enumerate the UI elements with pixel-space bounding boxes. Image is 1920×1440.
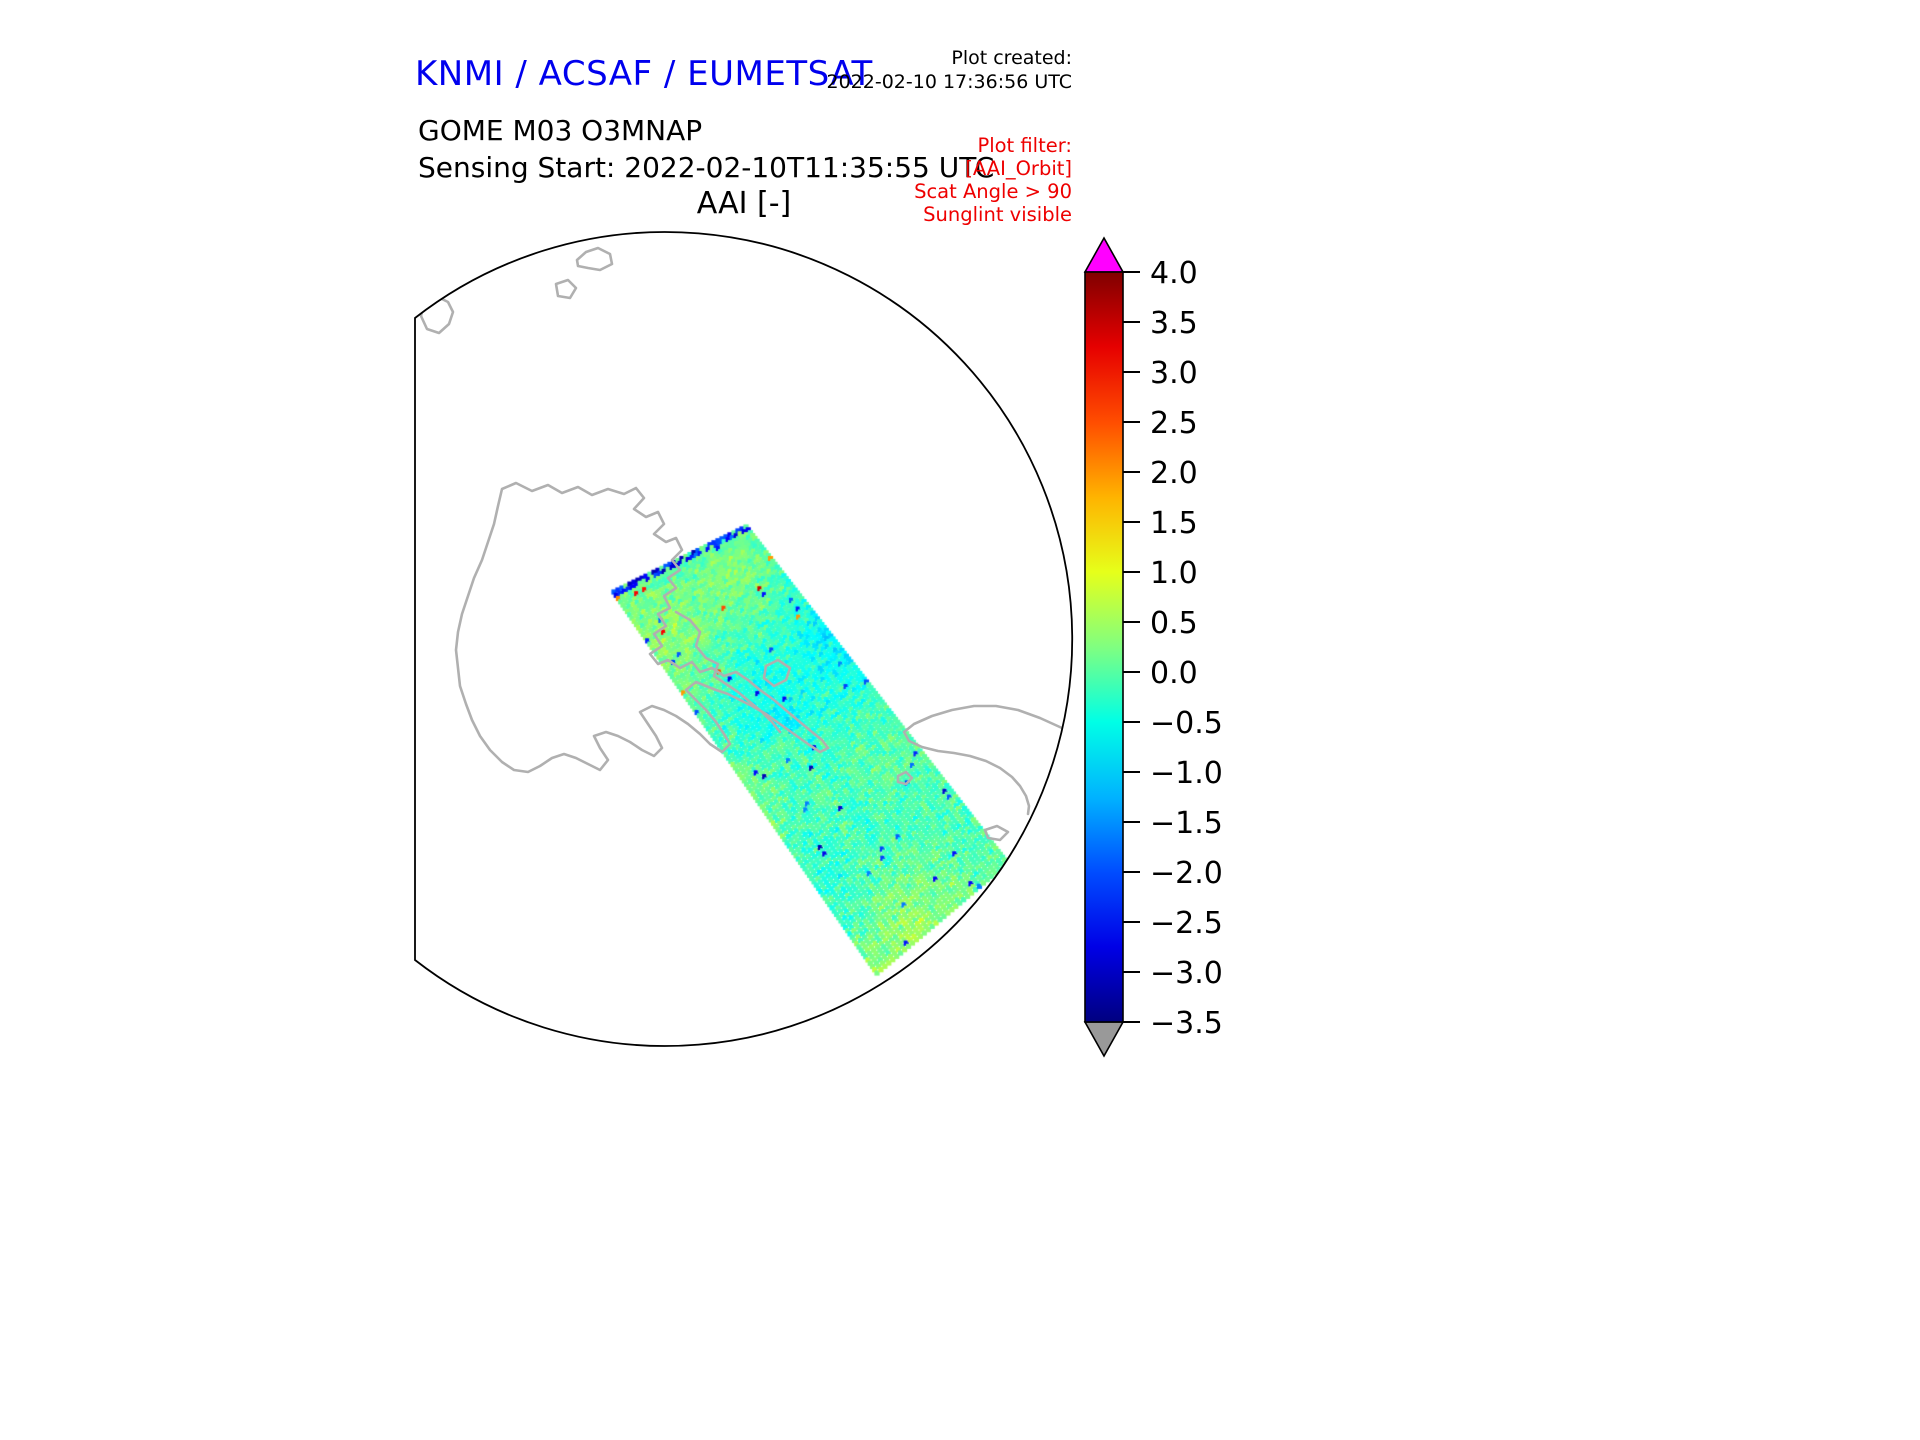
colorbar-tick-label: 1.5 bbox=[1150, 506, 1198, 541]
colorbar-tick-label: 2.0 bbox=[1150, 456, 1198, 491]
colorbar-gradient-bar bbox=[1084, 271, 1124, 1023]
sensing-start-line: Sensing Start: 2022-02-10T11:35:55 UTC bbox=[418, 151, 995, 184]
colorbar-tick-label: −1.5 bbox=[1150, 806, 1223, 841]
plot-filter-block: Plot filter: [AAI_Orbit] Scat Angle > 90… bbox=[914, 134, 1072, 226]
coastline-island-north-1 bbox=[575, 246, 614, 272]
map-boundary bbox=[414, 231, 1074, 1047]
coastline-tierra-del-fuego-island bbox=[983, 824, 1010, 842]
colorbar-tick-label: 3.0 bbox=[1150, 356, 1198, 391]
product-title: GOME M03 O3MNAP bbox=[418, 114, 703, 147]
colorbar-under-arrow bbox=[1083, 1021, 1125, 1058]
map-title: AAI [-] bbox=[696, 186, 792, 221]
colorbar-tick-label: 4.0 bbox=[1150, 256, 1198, 291]
coastline-south-america-tip bbox=[902, 704, 1064, 816]
coastline-antarctica bbox=[454, 481, 830, 774]
coastlines-group bbox=[419, 246, 1064, 842]
colorbar-tick-label: −2.0 bbox=[1150, 856, 1223, 891]
plot-filter-line-4: Sunglint visible bbox=[923, 203, 1072, 226]
colorbar-tick-label: −1.0 bbox=[1150, 756, 1223, 791]
coastline-island-north-2 bbox=[554, 278, 578, 300]
colorbar-tick-label: −3.0 bbox=[1150, 956, 1223, 991]
colorbar-tick-label: −2.5 bbox=[1150, 906, 1223, 941]
plot-created-value: 2022-02-10 17:36:56 UTC bbox=[826, 71, 1073, 93]
plot-filter-line-2: [AAI_Orbit] bbox=[965, 157, 1072, 180]
colorbar-tick-label: 1.0 bbox=[1150, 556, 1198, 591]
plot-filter-line-3: Scat Angle > 90 bbox=[914, 180, 1072, 203]
colorbar-tick-label: 0.0 bbox=[1150, 656, 1198, 691]
plot-created-label: Plot created: bbox=[951, 47, 1072, 69]
colorbar-tick-label: −3.5 bbox=[1150, 1006, 1223, 1041]
colorbar-tick-label: 3.5 bbox=[1150, 306, 1198, 341]
colorbar-tick-label: −0.5 bbox=[1150, 706, 1223, 741]
colorbar-tick-label: 2.5 bbox=[1150, 406, 1198, 441]
plot-filter-line-1: Plot filter: bbox=[977, 134, 1072, 157]
colorbar-over-arrow bbox=[1083, 236, 1125, 273]
plot-created-block: Plot created: 2022-02-10 17:36:56 UTC bbox=[827, 46, 1073, 94]
colorbar-tick-label: 0.5 bbox=[1150, 606, 1198, 641]
org-title: KNMI / ACSAF / EUMETSAT bbox=[415, 54, 873, 94]
coastline-falkland-islands bbox=[896, 770, 914, 786]
coastline-antarctic-peninsula-inner bbox=[674, 610, 782, 734]
coastline-island-near-peninsula bbox=[762, 658, 792, 688]
